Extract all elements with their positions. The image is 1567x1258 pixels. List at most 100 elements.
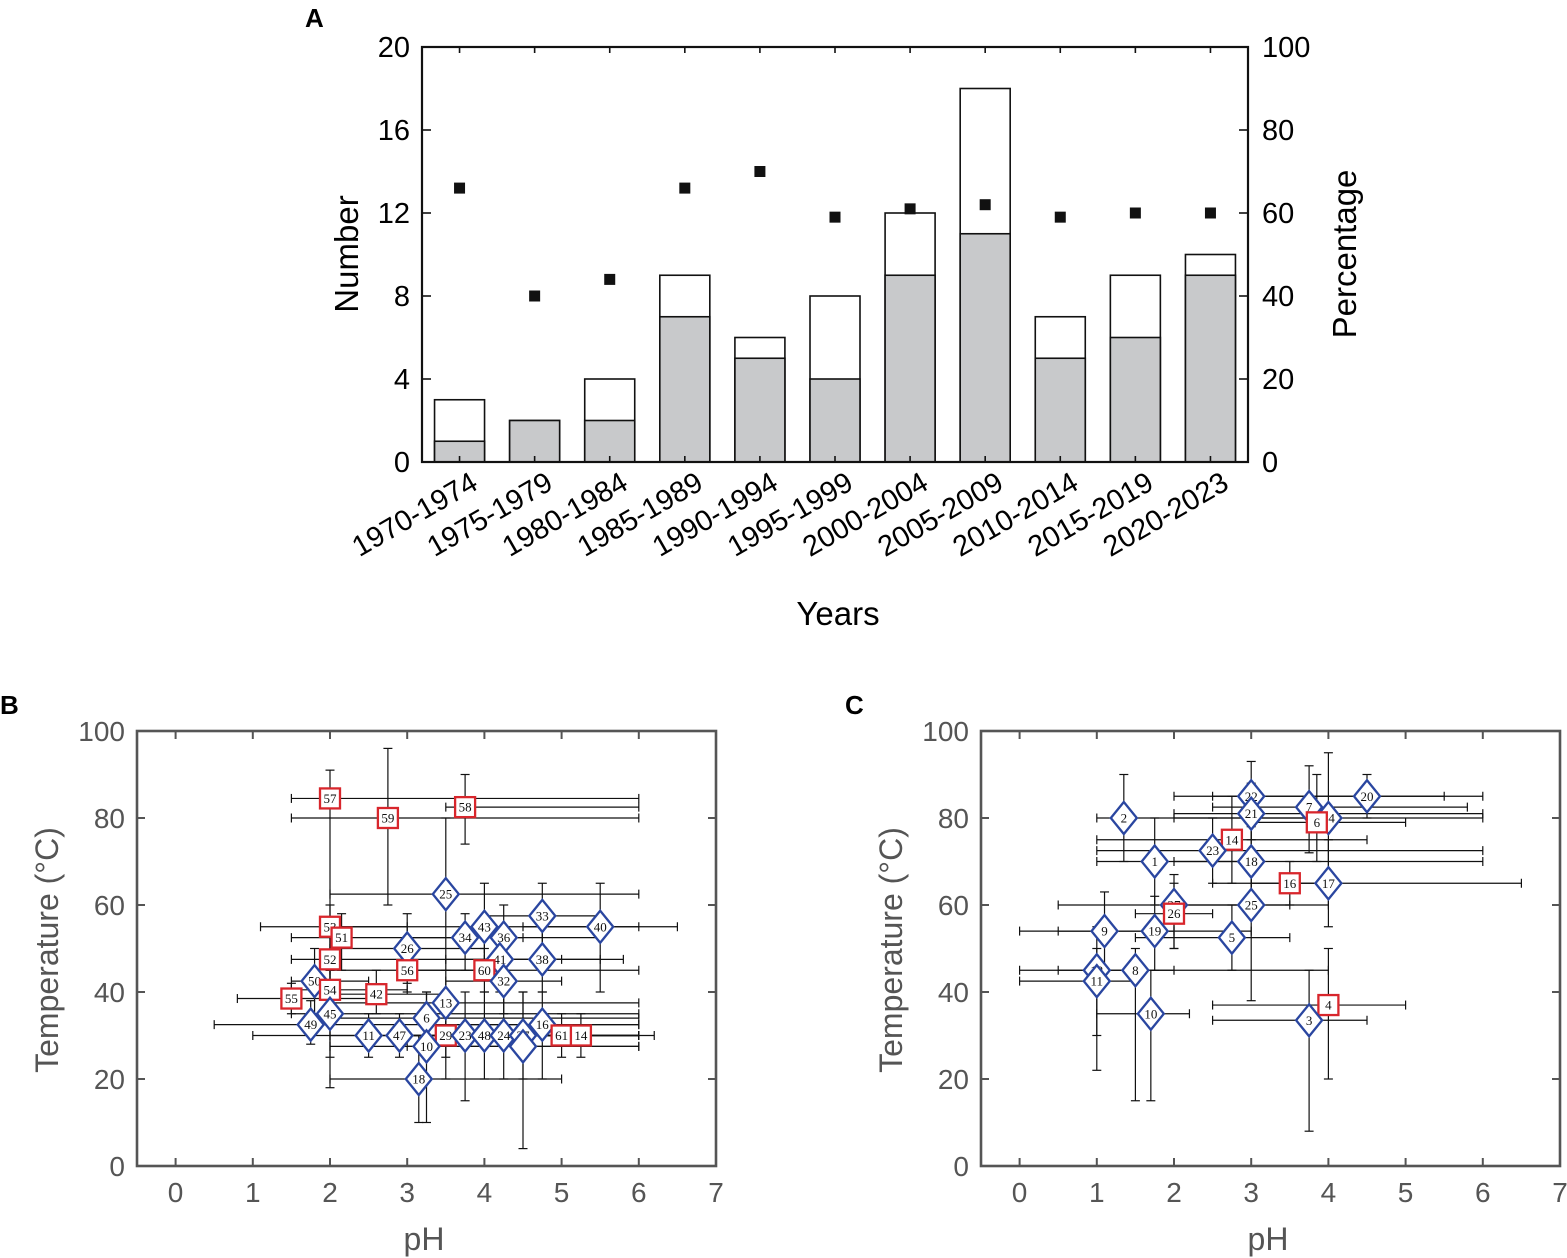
point-label: 3 [1306,1013,1313,1028]
diamond-marker [527,941,557,978]
diamond-marker [1198,832,1228,869]
point-label: 42 [370,987,383,1002]
panel-b-scatter-chart: B 0 1 2 3 4 5 6 7020406080100575958253340535143… [0,690,724,1257]
diamond-marker [1217,919,1247,956]
diamond-marker [508,1028,538,1065]
point-label: 41 [493,952,506,967]
point-label: 16 [1283,876,1297,891]
point-label: 10 [1144,1006,1157,1021]
diamond-marker [1140,913,1170,949]
bar-subset [884,274,936,463]
point-label: 17 [1322,876,1336,891]
y-tick-label: 20 [94,1064,125,1095]
diamond-marker [1082,963,1112,999]
square-marker [365,983,388,1006]
y-tick-label: 16 [378,115,410,147]
y-tick-label: 40 [94,977,125,1008]
diamond-marker [354,1017,384,1054]
percentage-marker [454,182,466,194]
y-tick-label: 8 [394,281,410,313]
diamond-marker [1236,795,1266,832]
panel-b-y-axis-title: Temperature (°C) [29,827,65,1073]
bar-subset [659,315,711,463]
point-label: 5 [1229,930,1236,945]
y-tick-label: 100 [922,716,969,747]
diamond-marker [527,1006,557,1043]
point-label: 55 [285,991,298,1006]
point-label: 50 [308,974,321,989]
bar-subset [1034,357,1087,463]
point-label: 54 [324,982,338,997]
y2-tick-label: 60 [1262,198,1294,230]
diamond-marker [431,985,461,1021]
plot-frame [979,729,1562,1168]
panel-c-scatter-chart: C 01234567020406080100202272124261423181… [845,690,1567,1257]
x-tick-label: 0 [168,1177,184,1208]
point-label: 24 [497,1028,511,1043]
panel-a-bar-chart: A 1970-19741975-19791980-19841985-198919… [305,3,1363,632]
diamond-marker [315,995,345,1032]
square-marker [1162,902,1186,925]
diamond-marker [1090,913,1120,949]
point-label: 14 [574,1028,588,1043]
diamond-marker [431,876,461,912]
y-tick-label: 0 [953,1151,969,1182]
panel-c-plot-area: 0123456702040608010020227212426142318116… [922,716,1567,1208]
point-label: 10 [420,1039,433,1054]
square-marker [330,926,353,949]
y-tick-label: 80 [94,803,125,834]
square-marker [1278,872,1301,895]
diamond-marker [1109,800,1139,836]
plot-frame [135,729,718,1168]
panel-label-c: C [845,690,864,720]
square-marker [1317,993,1340,1017]
percentage-marker [679,182,691,194]
x-tick-label: 2 [322,1177,338,1208]
y-tick-label: 40 [938,977,969,1008]
x-tick-label: 0 [1012,1177,1028,1208]
point-label: 9 [1101,924,1108,939]
point-label: 20 [1361,789,1374,804]
panel-a-x-axis-title: Years [796,595,879,632]
panel-c-y-axis-title: Temperature (°C) [873,827,909,1073]
percentage-marker [904,203,916,215]
square-marker [453,795,477,819]
point-label: 32 [497,974,510,989]
percentage-marker [529,290,541,302]
x-tick-label: 5 [1398,1177,1414,1208]
point-label: 6 [423,1011,430,1026]
point-label: 2 [1121,811,1128,826]
diamond-marker [1294,1002,1324,1039]
diamond-marker [450,919,480,956]
diamond-marker [1140,843,1170,880]
x-tick-label: 5 [554,1177,570,1208]
diamond-marker [1136,995,1166,1032]
x-tick-label: 3 [399,1177,415,1208]
panel-c-x-axis-title: pH [1248,1221,1289,1257]
point-label: 36 [497,930,511,945]
y2-tick-label: 20 [1262,364,1294,396]
y-tick-label: 20 [378,32,410,64]
point-label: 45 [324,1006,337,1021]
point-label: 11 [1091,974,1104,989]
point-label: 23 [459,1028,472,1043]
bar-subset [583,419,636,463]
point-label: 25 [439,887,452,902]
diamond-marker [1236,843,1266,880]
panel-a-plot-area: 1970-19741975-19791980-19841985-19891990… [347,32,1310,563]
diamond-marker [469,908,499,945]
x-tick-label: 7 [708,1177,724,1208]
point-label: 25 [1245,898,1258,913]
bar-subset [1109,336,1162,463]
square-marker [396,959,419,982]
diamond-marker [404,1061,434,1097]
bar-subset [734,357,786,463]
point-label: 59 [381,811,394,826]
square-marker [280,987,303,1010]
diamond-marker [585,908,615,945]
percentage-marker [829,211,841,223]
point-label: 21 [1245,806,1258,821]
bar-subset [508,419,561,463]
x-tick-label: 6 [631,1177,647,1208]
